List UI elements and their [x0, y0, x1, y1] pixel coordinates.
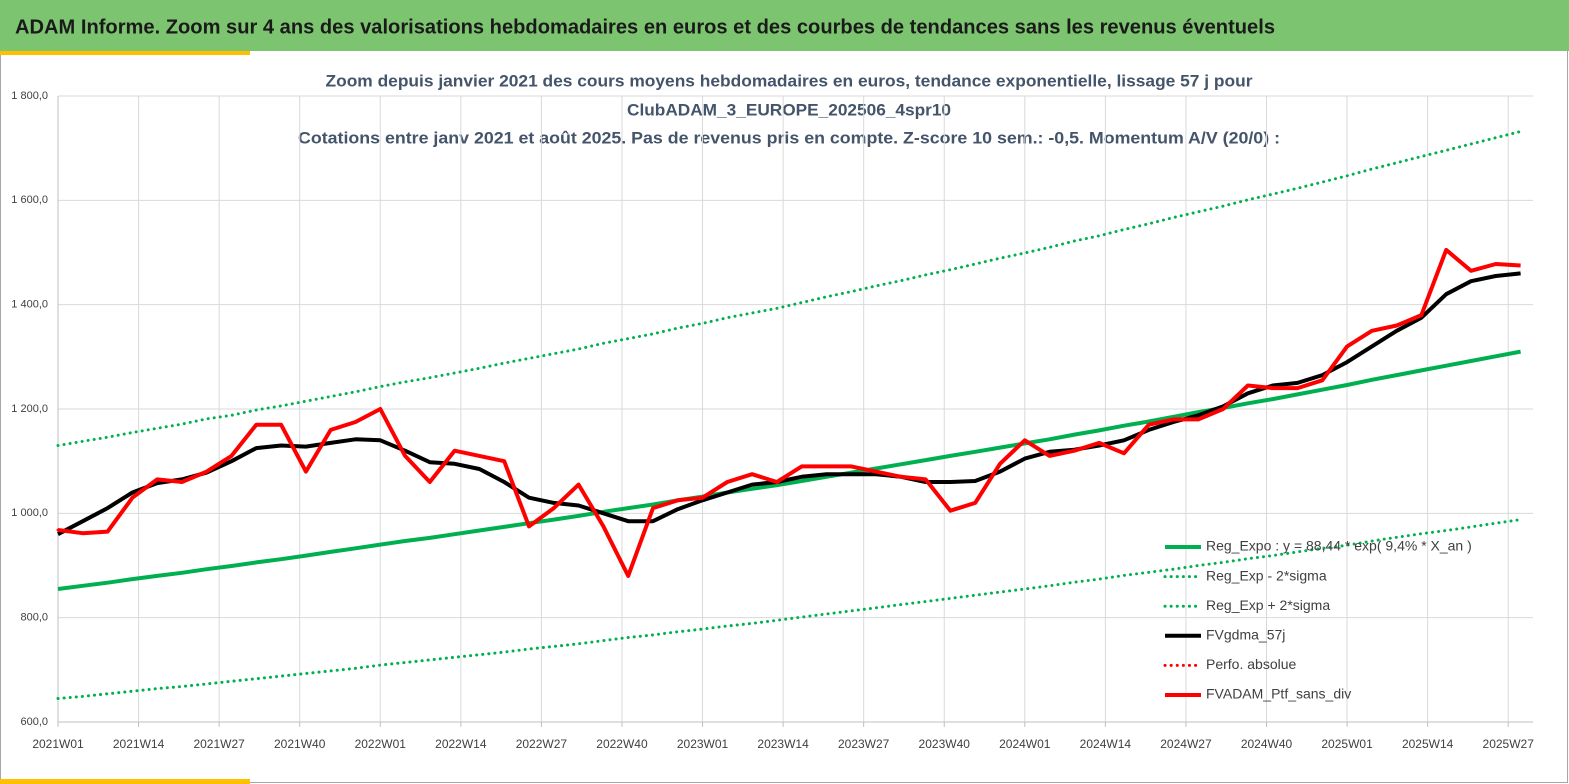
y-tick-label: 1 400,0 [11, 299, 48, 311]
legend-label: Reg_Expo : y = 88,44 * exp( 9,4% * X_an … [1206, 538, 1472, 554]
y-tick-label: 1 800,0 [11, 90, 48, 102]
x-tick-label: 2025W27 [1483, 737, 1535, 751]
y-tick-label: 1 200,0 [11, 403, 48, 415]
accent [0, 779, 250, 784]
x-tick-label: 2023W14 [757, 737, 809, 751]
legend-label: Perfo. absolue [1206, 656, 1296, 672]
x-tick-label: 2024W14 [1080, 737, 1132, 751]
series-line [57, 349, 1521, 591]
x-tick-label: 2022W01 [355, 737, 407, 751]
legend-label: Reg_Exp - 2*sigma [1206, 567, 1327, 583]
legend-label: Reg_Exp + 2*sigma [1206, 597, 1330, 613]
x-tick-label: 2022W40 [596, 737, 648, 751]
x-tick-label: 2022W14 [435, 737, 487, 751]
y-tick-label: 1 000,0 [11, 507, 48, 519]
x-tick-label: 2024W01 [999, 737, 1051, 751]
x-tick-label: 2023W40 [919, 737, 971, 751]
x-tick-label: 2023W27 [838, 737, 890, 751]
x-tick-label: 2024W40 [1241, 737, 1293, 751]
x-tick-label: 2021W27 [193, 737, 245, 751]
accent [0, 51, 250, 55]
header-band [0, 0, 1569, 51]
series-line [57, 247, 1521, 578]
y-tick-label: 600,0 [20, 716, 48, 728]
x-tick-label: 2023W01 [677, 737, 729, 751]
x-tick-label: 2021W40 [274, 737, 326, 751]
x-tick-label: 2024W27 [1160, 737, 1212, 751]
y-tick-label: 1 600,0 [11, 194, 48, 206]
y-tick-label: 800,0 [20, 612, 48, 624]
x-tick-label: 2021W01 [32, 737, 84, 751]
x-tick-label: 2025W01 [1321, 737, 1373, 751]
header-title: ADAM Informe. Zoom sur 4 ans des valoris… [15, 16, 1275, 38]
x-tick-label: 2022W27 [516, 737, 568, 751]
series-line [56, 518, 1523, 700]
series-line [57, 271, 1521, 536]
chart-title: Cotations entre janv 2021 et août 2025. … [298, 128, 1280, 147]
series-line [56, 130, 1523, 447]
x-tick-label: 2021W14 [113, 737, 165, 751]
legend-label: FVgdma_57j [1206, 627, 1285, 643]
legend-label: FVADAM_Ptf_sans_div [1206, 686, 1351, 702]
chart-title: ClubADAM_3_EUROPE_202506_4spr10 [627, 100, 951, 119]
chart-title: Zoom depuis janvier 2021 des cours moyen… [326, 71, 1253, 90]
x-tick-label: 2025W14 [1402, 737, 1454, 751]
